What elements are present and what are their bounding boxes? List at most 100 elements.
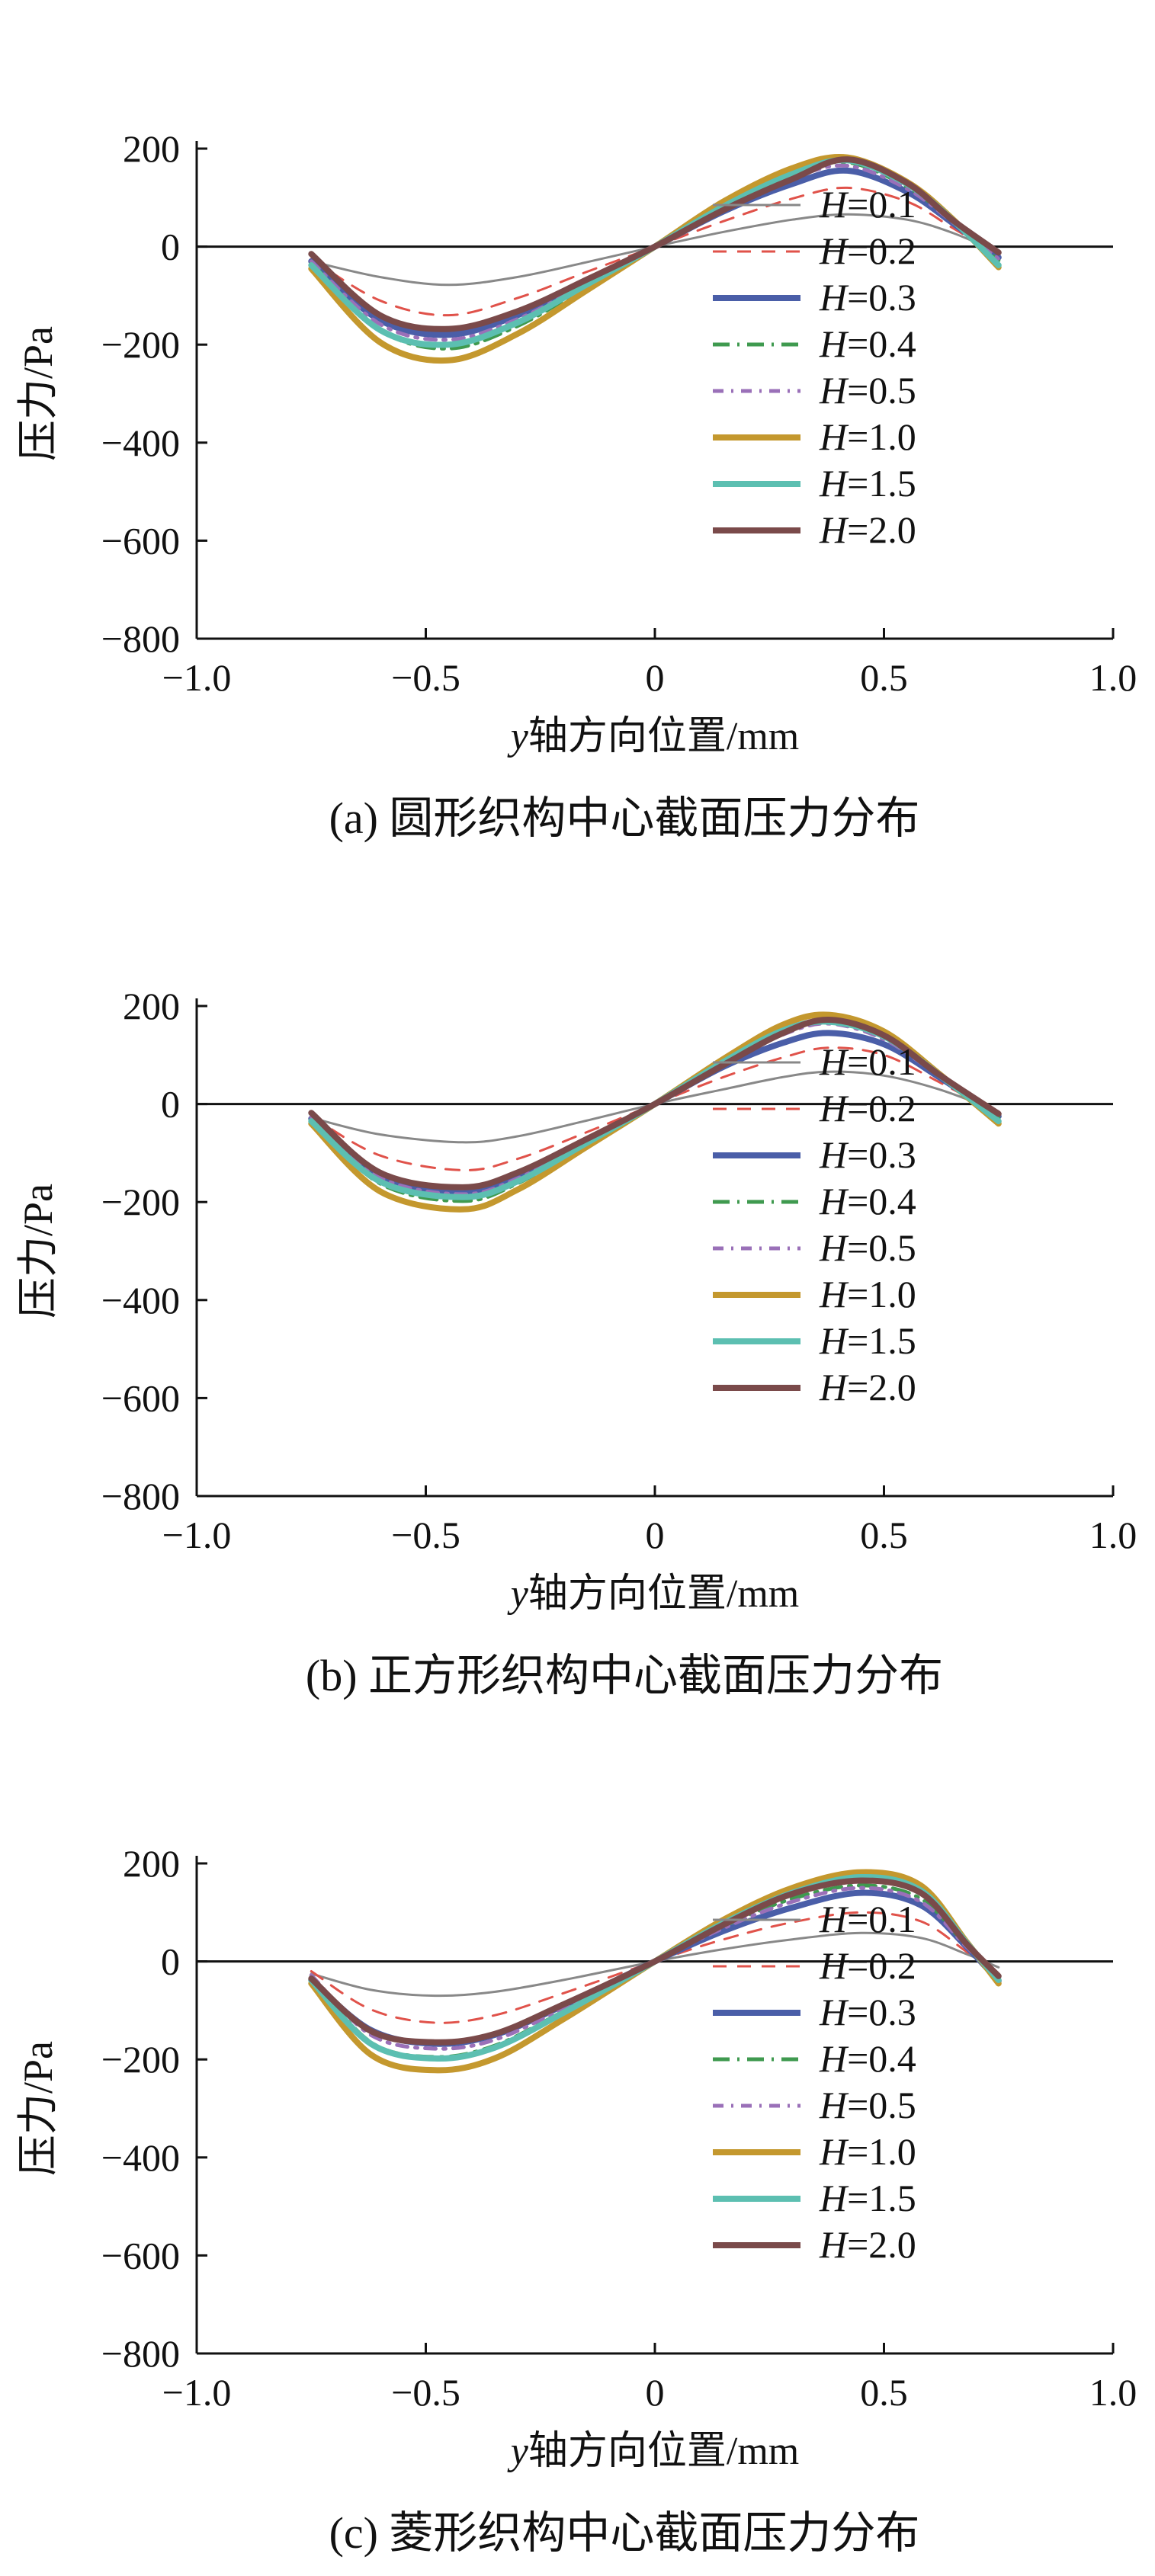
x-tick-label: 0.5 <box>860 1514 908 1556</box>
y-tick-label: −800 <box>101 2332 180 2375</box>
y-axis-label: 压力/Pa <box>15 326 61 461</box>
legend-label-value: =0.1 <box>847 1898 916 1940</box>
x-axis-label-var: y <box>507 715 529 758</box>
legend-label-var: H <box>819 1898 849 1940</box>
x-axis-label: y轴方向位置/mm <box>507 1572 799 1616</box>
x-axis-label-text: 轴方向位置/mm <box>528 1572 799 1616</box>
legend-label-value: =0.2 <box>847 1087 916 1129</box>
legend-label-var: H <box>819 322 849 365</box>
legend-label: H=0.5 <box>819 1226 916 1269</box>
legend-label-value: =0.3 <box>847 1133 916 1176</box>
legend-label-value: =0.2 <box>847 1944 916 1987</box>
legend-label-value: =2.0 <box>847 2223 916 2266</box>
x-tick-label: 0 <box>646 656 665 699</box>
legend-label-value: =1.5 <box>847 1319 916 1362</box>
series-line-1 <box>310 1070 1000 1144</box>
legend-label-var: H <box>819 2037 849 2080</box>
legend-label: H=1.0 <box>819 2130 916 2173</box>
legend-label: H=0.3 <box>819 1133 916 1176</box>
y-tick-label: −600 <box>101 519 180 562</box>
legend-label: H=0.1 <box>819 1040 916 1083</box>
legend-label-var: H <box>819 2223 849 2266</box>
x-tick-label: −1.0 <box>162 656 232 699</box>
y-tick-label: −400 <box>101 2136 180 2179</box>
x-axis-label-text: 轴方向位置/mm <box>528 2430 799 2473</box>
legend-label-value: =1.0 <box>847 1273 916 1315</box>
legend-label-value: =0.3 <box>847 276 916 319</box>
x-tick-label: 0 <box>646 2371 665 2414</box>
x-axis-label: y轴方向位置/mm <box>507 2430 799 2473</box>
legend-label-var: H <box>819 2130 849 2173</box>
legend-label-var: H <box>819 1087 849 1129</box>
legend-label-var: H <box>819 369 849 412</box>
legend-label: H=0.4 <box>819 1180 916 1222</box>
legend-label-value: =0.5 <box>847 2084 916 2126</box>
legend-label-value: =1.5 <box>847 462 916 505</box>
legend-label: H=0.4 <box>819 2037 916 2080</box>
figure-caption: (b) 正方形织构中心截面压力分布 <box>306 1651 943 1700</box>
legend-label: H=0.4 <box>819 322 916 365</box>
legend-label: H=1.5 <box>819 2177 916 2219</box>
y-tick-label: 0 <box>161 1083 180 1126</box>
legend-label-value: =0.5 <box>847 369 916 412</box>
legend-label-value: =2.0 <box>847 1366 916 1408</box>
x-tick-label: 1.0 <box>1089 656 1137 699</box>
legend-label-var: H <box>819 1133 849 1176</box>
legend-label-value: =1.0 <box>847 2130 916 2173</box>
legend-label-value: =0.1 <box>847 183 916 226</box>
legend-label: H=0.2 <box>819 1087 916 1129</box>
x-axis-label: y轴方向位置/mm <box>507 715 799 758</box>
legend-label: H=0.3 <box>819 1991 916 2033</box>
legend-label-value: =1.0 <box>847 415 916 458</box>
chart-svg: 200 0 −200 −400 −600 −800−1.0 −0.5 0 0.5 1.0 压力/Pa… <box>15 1842 1137 2558</box>
series-line-1 <box>310 1931 1000 1998</box>
y-tick-label: −800 <box>101 617 180 660</box>
legend-label-value: =0.2 <box>847 229 916 272</box>
x-axis-label-text: 轴方向位置/mm <box>528 715 799 758</box>
legend-label: H=0.2 <box>819 1944 916 1987</box>
series-line-2 <box>310 1911 1000 2024</box>
x-tick-label: −1.0 <box>162 2371 232 2414</box>
x-tick-label: 0 <box>646 1514 665 1556</box>
y-tick-label: −200 <box>101 2038 180 2081</box>
legend-label: H=0.3 <box>819 276 916 319</box>
series-line-8 <box>308 1877 1002 2046</box>
legend-label-var: H <box>819 1319 849 1362</box>
chart-svg: 200 0 −200 −400 −600 −800−1.0 −0.5 0 0.5 1.0 压力/Pa… <box>15 985 1137 1700</box>
legend-label: H=0.5 <box>819 2084 916 2126</box>
legend-label-var: H <box>819 1180 849 1222</box>
series-line-8 <box>308 156 1002 332</box>
legend-label-var: H <box>819 1991 849 2033</box>
legend-label-var: H <box>819 1366 849 1408</box>
legend-label: H=2.0 <box>819 508 916 551</box>
legend-label-value: =0.4 <box>847 322 916 365</box>
legend-label: H=2.0 <box>819 2223 916 2266</box>
x-tick-label: 0.5 <box>860 2371 908 2414</box>
legend-label-var: H <box>819 2177 849 2219</box>
series-line-8 <box>308 1016 1002 1190</box>
legend-label: H=1.0 <box>819 1273 916 1315</box>
legend-label-var: H <box>819 276 849 319</box>
y-tick-label: −200 <box>101 323 180 366</box>
legend-label: H=1.5 <box>819 1319 916 1362</box>
legend-label-value: =1.5 <box>847 2177 916 2219</box>
y-tick-label: 0 <box>161 1940 180 1983</box>
legend-label: H=2.0 <box>819 1366 916 1408</box>
figure-caption: (a) 圆形织构中心截面压力分布 <box>329 793 920 843</box>
series-line-2 <box>310 1046 1000 1171</box>
chart-panel-a: 200 0 −200 −400 −600 −800 −1.0 −0.5 0 0.5 1.0 压力/Pa… <box>0 0 1155 861</box>
chart-panel-c: 200 0 −200 −400 −600 −800 −1.0 −0.5 0 0.5 1.0 压力/Pa… <box>0 1715 1155 2576</box>
legend-label-var: H <box>819 183 849 226</box>
y-tick-label: −800 <box>101 1475 180 1517</box>
legend-label: H=0.1 <box>819 183 916 226</box>
legend-label: H=1.0 <box>819 415 916 458</box>
x-tick-label: 0.5 <box>860 656 908 699</box>
x-tick-label: 1.0 <box>1089 2371 1137 2414</box>
y-tick-label: −400 <box>101 421 180 464</box>
legend-label-var: H <box>819 1944 849 1987</box>
x-tick-label: −1.0 <box>162 1514 232 1556</box>
x-tick-label: 1.0 <box>1089 1514 1137 1556</box>
legend-label: H=1.5 <box>819 462 916 505</box>
y-tick-label: 200 <box>123 1842 180 1885</box>
legend-label-value: =0.3 <box>847 1991 916 2033</box>
